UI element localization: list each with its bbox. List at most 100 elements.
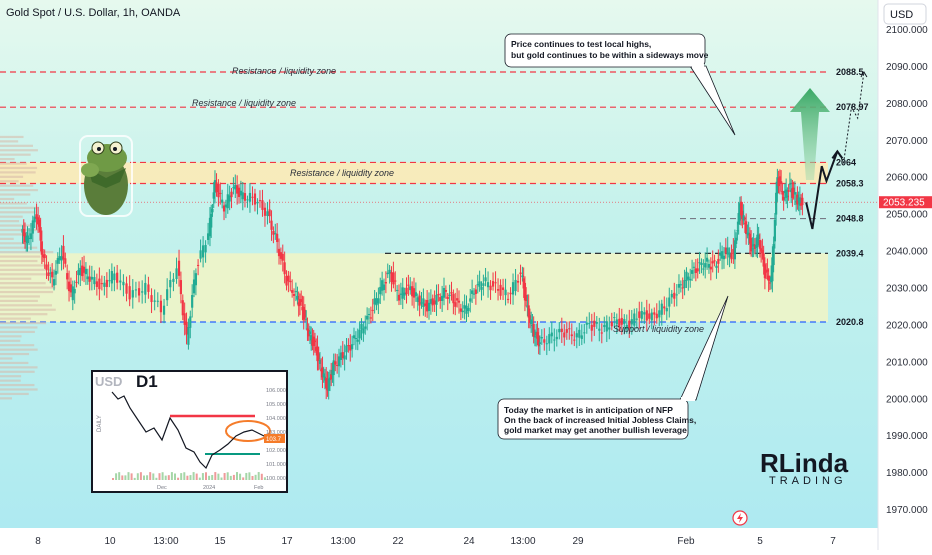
candle-body xyxy=(700,262,703,266)
candle-body xyxy=(742,215,745,221)
candle-body xyxy=(726,247,729,255)
candle-body xyxy=(191,295,194,308)
candle-body xyxy=(608,327,611,330)
zone-labels: Resistance / liquidity zone Resistance /… xyxy=(192,66,704,334)
inset-volume-bar xyxy=(152,473,155,480)
callout-top: Price continues to test local highs, but… xyxy=(504,33,736,136)
volume-profile-bar xyxy=(0,242,28,245)
candle-body xyxy=(367,314,371,316)
inset-volume-bar xyxy=(198,477,201,480)
candle-body xyxy=(277,248,281,257)
callout-top-box xyxy=(504,33,706,68)
inset-volume-bar xyxy=(127,472,130,480)
candle-body xyxy=(90,276,93,280)
candle-body xyxy=(605,321,608,332)
flash-icon[interactable] xyxy=(732,510,748,526)
inset-volume-bar xyxy=(242,477,245,480)
candle-body xyxy=(740,201,743,216)
zones-layer xyxy=(0,162,828,322)
candle-body xyxy=(407,284,410,286)
flash-icon-bolt[interactable] xyxy=(737,513,743,523)
candle-body xyxy=(565,329,568,333)
candle-body xyxy=(313,340,317,343)
candle-body xyxy=(628,320,631,328)
candle-body xyxy=(583,332,586,334)
candle-body xyxy=(736,230,739,232)
candle-body xyxy=(454,302,457,307)
volume-profile-bar xyxy=(0,344,35,347)
candle-body xyxy=(711,261,714,264)
candle-body xyxy=(339,352,342,360)
candle-body xyxy=(405,287,408,295)
candle-body xyxy=(625,324,628,330)
candle-body xyxy=(172,278,175,282)
volume-profile-bar xyxy=(0,197,15,201)
candle-body xyxy=(573,339,576,341)
volume-profile-bar xyxy=(0,277,32,280)
candle-body xyxy=(501,287,505,290)
candle-body xyxy=(321,367,324,378)
candle-body xyxy=(457,300,461,303)
candle-body xyxy=(390,272,393,282)
candle-body xyxy=(773,219,776,242)
callout-bottom-line-2: On the back of increased Initial Jobless… xyxy=(504,415,696,425)
time-axis-tick: 17 xyxy=(281,536,293,547)
candle-body xyxy=(54,270,58,275)
candle-body xyxy=(687,276,690,280)
volume-profile-bar xyxy=(0,264,52,267)
inset-xtick-2: Feb xyxy=(254,485,263,491)
volume-profile-bar xyxy=(0,162,27,165)
candle-body xyxy=(595,321,598,324)
level-label-6: 2020.8 xyxy=(836,317,864,327)
candle-body xyxy=(465,305,468,314)
inset-volume-bar xyxy=(183,472,186,480)
candle-body xyxy=(633,313,636,326)
candle-body xyxy=(285,275,288,286)
candle-body xyxy=(558,328,561,333)
volume-profile-bar xyxy=(0,299,38,302)
volume-profile xyxy=(0,135,56,400)
time-axis-tick: 13:00 xyxy=(510,536,535,547)
candle-body xyxy=(69,284,73,293)
candle-body xyxy=(29,233,33,240)
current-price-badge-text: 2053.235 xyxy=(883,198,925,209)
candle-body xyxy=(392,272,395,285)
candle-body xyxy=(761,249,764,254)
inset-volume-bar xyxy=(167,475,170,480)
candle-body xyxy=(403,292,406,296)
time-axis-tick: 13:00 xyxy=(153,536,178,547)
candle-body xyxy=(351,344,354,350)
candle-body xyxy=(58,256,61,261)
candle-body xyxy=(373,298,376,305)
candle-body xyxy=(93,277,96,285)
currency-button-label[interactable]: USD xyxy=(890,9,913,21)
candle-body xyxy=(427,302,431,312)
candle-body xyxy=(735,237,738,244)
inset-volume xyxy=(112,472,266,480)
volume-profile-bar xyxy=(0,158,15,161)
candle-body xyxy=(506,298,510,300)
volume-profile-bar xyxy=(0,304,52,307)
candle-body xyxy=(709,266,712,270)
candle-body xyxy=(658,310,661,318)
candle-body xyxy=(236,185,239,194)
candle-body xyxy=(345,345,348,353)
candle-body xyxy=(623,319,626,325)
candle-body xyxy=(504,289,507,296)
candle-body xyxy=(213,180,217,193)
time-axis[interactable]: 8 10 13:00 15 17 13:00 22 24 13:00 29 Feb 5 7 xyxy=(35,536,836,547)
candle-body xyxy=(332,360,335,376)
candle-body xyxy=(73,288,76,294)
price-axis-tick: 2100.000 xyxy=(886,25,928,36)
candle-body xyxy=(496,289,500,291)
candle-body xyxy=(327,378,330,391)
candle-body xyxy=(738,203,741,221)
price-axis[interactable]: 1970.000 1980.000 1990.000 2000.000 2010.000… xyxy=(886,25,928,516)
candle-body xyxy=(401,287,404,299)
candle-body xyxy=(422,298,425,307)
candle-body xyxy=(60,256,63,261)
currency-button[interactable]: USD xyxy=(883,3,927,25)
candle-body xyxy=(528,315,532,323)
currency-button-box[interactable] xyxy=(883,3,927,25)
candle-body xyxy=(704,263,707,268)
